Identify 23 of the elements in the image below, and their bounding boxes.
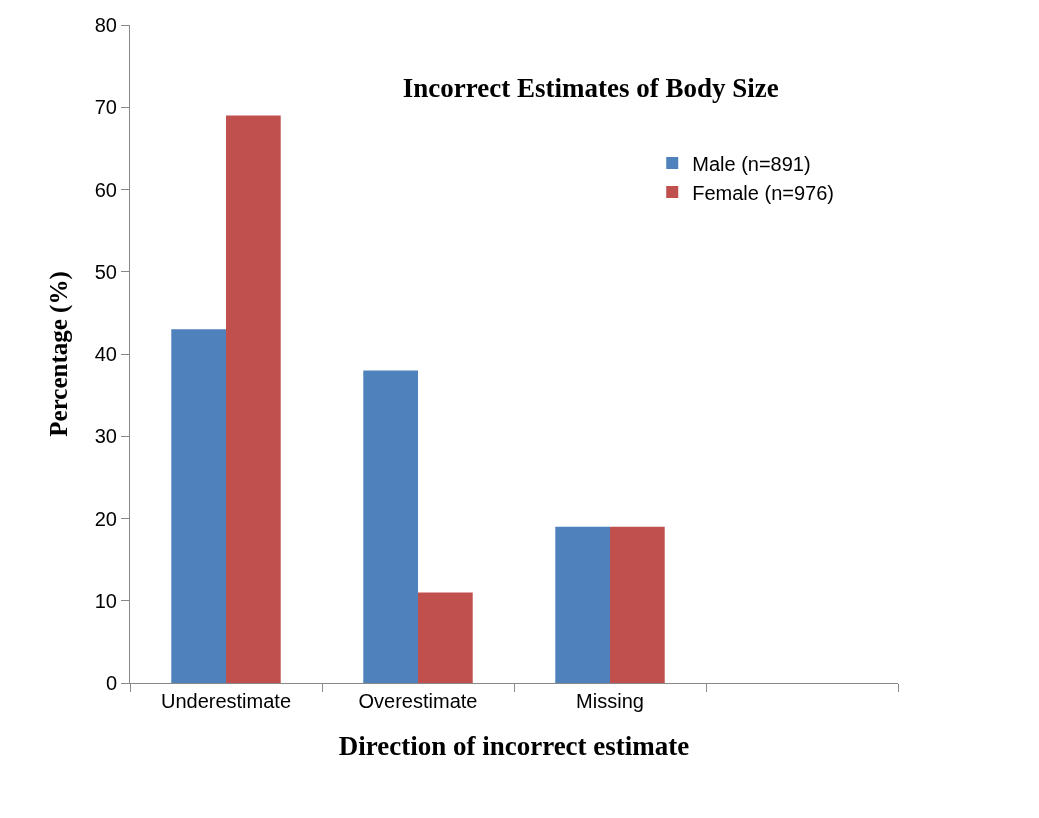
y-tick-label: 50 [94, 260, 117, 283]
legend-label: Female (n=976) [692, 181, 834, 204]
legend-label: Male (n=891) [692, 152, 811, 175]
x-tick-label: Missing [576, 690, 644, 712]
y-tick-label: 70 [94, 96, 117, 119]
text: Incorrect Estimates of Body Size [402, 72, 779, 103]
y-tick-label: 40 [94, 343, 117, 365]
x-axis-title: Direction of incorrect estimate [338, 731, 690, 762]
bar [610, 526, 665, 683]
y-tick-label: 10 [94, 589, 117, 612]
x-tick-label: Underestimate [160, 690, 292, 712]
y-tick-label: 0 [105, 672, 117, 694]
y-tick-label: 60 [94, 178, 117, 201]
bar [363, 370, 418, 683]
bar [555, 526, 610, 683]
bar [226, 115, 281, 683]
bar [418, 592, 473, 683]
y-tick-label: 30 [94, 425, 117, 448]
y-tick-label: 20 [94, 507, 117, 530]
y-axis-title: Percentage (%) [44, 271, 73, 437]
y-tick-label: 80 [94, 14, 117, 36]
bar [171, 329, 226, 683]
x-tick-label: Overestimate [358, 690, 478, 712]
